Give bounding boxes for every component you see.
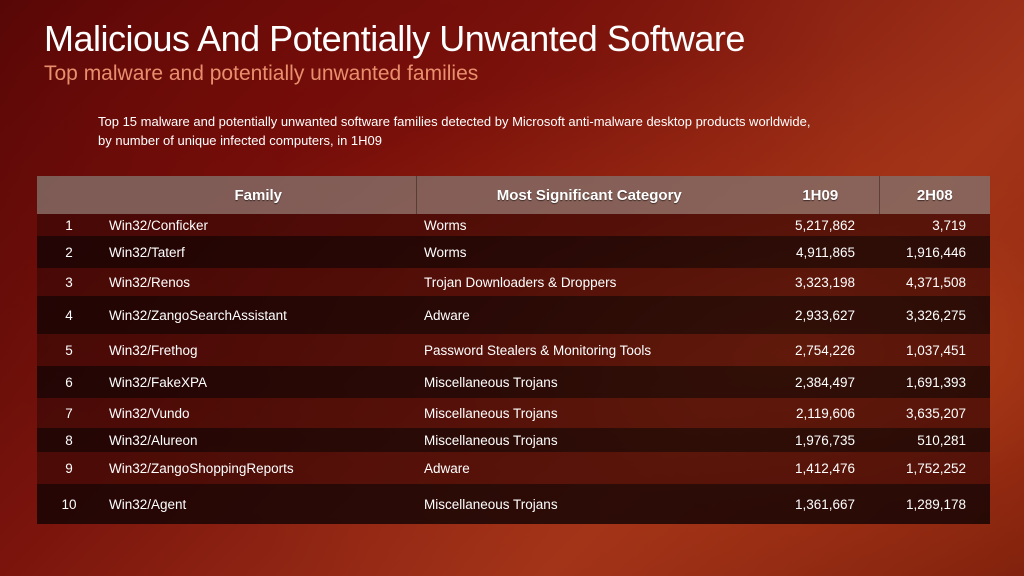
description-line-2: by number of unique infected computers, … [98,133,383,148]
cell-1h09: 2,384,497 [794,374,855,390]
cell-1h09: 1,412,476 [794,460,855,476]
cell-rank: 10 [61,496,77,512]
table-row: 4 Win32/ZangoSearchAssistant Adware 2,933,6… [37,296,990,334]
cell-family: Win32/Taterf [109,244,185,260]
table-header-row: Family Most Significant Category 1H09 2H… [37,176,990,214]
cell-1h09: 1,361,667 [794,496,855,512]
cell-2h08: 3,326,275 [905,307,966,323]
cell-category: Worms [424,217,467,233]
cell-category: Miscellaneous Trojans [424,496,558,512]
cell-family: Win32/ZangoShoppingReports [109,460,294,476]
cell-1h09: 4,911,865 [795,244,855,260]
cell-rank: 2 [65,244,73,260]
header-2h08: 2H08 [878,176,990,214]
cell-2h08: 1,752,252 [905,460,966,476]
cell-family: Win32/Frethog [109,342,198,358]
header-category: Most Significant Category [415,176,762,214]
cell-family: Win32/Renos [109,274,191,290]
cell-1h09: 5,217,862 [794,217,855,233]
cell-rank: 3 [65,274,73,290]
table-row: 7 Win32/Vundo Miscellaneous Trojans 2,119,6… [37,398,990,428]
cell-category: Adware [424,307,470,323]
cell-family: Win32/Alureon [109,432,198,448]
cell-2h08: 3,719 [932,217,966,233]
table-row: 8 Win32/Alureon Miscellaneous Trojans 1,976… [37,428,990,452]
header-rank [37,176,101,214]
cell-2h08: 1,916,446 [905,244,966,260]
slide-subtitle: Top malware and potentially unwanted fam… [44,62,479,85]
cell-family: Win32/Conficker [109,217,209,233]
cell-family: Win32/ZangoSearchAssistant [109,307,287,323]
cell-2h08: 4,371,508 [905,274,966,290]
cell-rank: 4 [65,307,73,323]
cell-2h08: 3,635,207 [905,405,966,421]
cell-category: Password Stealers & Monitoring Tools [424,342,652,358]
cell-category: Miscellaneous Trojans [424,405,558,421]
cell-2h08: 1,289,178 [905,496,966,512]
cell-2h08: 510,281 [917,432,966,448]
cell-rank: 8 [65,432,73,448]
header-family: Family [234,186,283,204]
cell-2h08: 1,691,393 [905,374,966,390]
cell-family: Win32/FakeXPA [109,374,208,390]
cell-category: Miscellaneous Trojans [424,432,558,448]
cell-rank: 9 [65,460,73,476]
table-row: 3 Win32/Renos Trojan Downloaders & Dropper… [37,268,990,296]
cell-1h09: 2,933,627 [794,307,855,323]
malware-families-table: Family Most Significant Category 1H09 2H… [37,176,990,524]
table-row: 9 Win32/ZangoShoppingReports Adware 1,412,4… [37,452,990,484]
table-row: 2 Win32/Taterf Worms 4,911,865 1,916,446 [37,236,990,268]
cell-1h09: 2,119,606 [795,405,855,421]
cell-family: Win32/Vundo [109,405,190,421]
cell-rank: 7 [65,405,73,421]
cell-1h09: 1,976,735 [794,432,855,448]
description-line-1: Top 15 malware and potentially unwanted … [98,114,811,129]
cell-rank: 5 [65,342,73,358]
cell-family: Win32/Agent [109,496,187,512]
table-row: 5 Win32/Frethog Password Stealers & Monito… [37,334,990,366]
table-description: Top 15 malware and potentially unwanted … [98,112,958,150]
slide-title: Malicious And Potentially Unwanted Softw… [44,18,745,59]
table-row: 6 Win32/FakeXPA Miscellaneous Trojans 2,384… [37,366,990,398]
cell-category: Adware [424,460,470,476]
table-row: 10 Win32/Agent Miscellaneous Trojans 1,361,… [37,484,990,524]
cell-rank: 6 [65,374,73,390]
cell-2h08: 1,037,451 [905,342,966,358]
cell-category: Miscellaneous Trojans [424,374,558,390]
table-row: 1 Win32/Conficker Worms 5,217,862 3,719 [37,214,990,236]
cell-category: Worms [424,244,467,260]
cell-rank: 1 [65,217,73,233]
cell-1h09: 3,323,198 [794,274,855,290]
cell-1h09: 2,754,226 [794,342,855,358]
header-1h09: 1H09 [802,186,839,204]
cell-category: Trojan Downloaders & Droppers [424,274,617,290]
